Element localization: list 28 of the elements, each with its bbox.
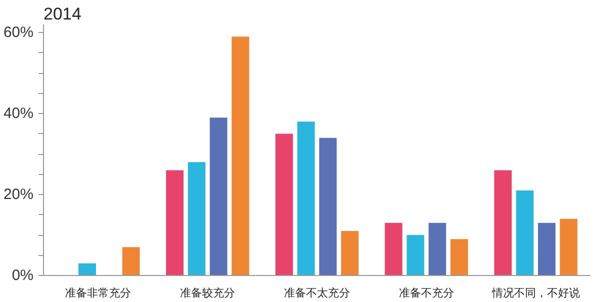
y-tick-label: 20% xyxy=(3,186,34,204)
bar xyxy=(560,218,578,276)
bar xyxy=(384,222,402,276)
y-tick-label: 0% xyxy=(12,267,34,284)
bar xyxy=(516,190,534,276)
x-tick-label: 准备不太充分 xyxy=(284,286,350,300)
chart-title: 2014 xyxy=(44,4,82,24)
x-tick-label: 情况不同，不好说 xyxy=(490,286,580,300)
bar xyxy=(494,170,512,276)
x-tick-label: 准备不充分 xyxy=(398,286,454,300)
bar xyxy=(122,247,140,276)
bar xyxy=(275,134,293,276)
bar xyxy=(166,170,184,276)
x-tick-label: 准备较充分 xyxy=(180,286,236,300)
bar xyxy=(232,36,250,276)
bar xyxy=(78,263,96,276)
y-tick-label: 40% xyxy=(3,105,34,122)
x-tick-label: 准备非常充分 xyxy=(65,286,132,300)
bar xyxy=(450,239,468,276)
bar xyxy=(319,138,337,276)
bar xyxy=(297,122,315,276)
bar xyxy=(341,230,359,276)
bar xyxy=(188,162,206,276)
bar xyxy=(538,222,556,276)
bar xyxy=(210,118,228,276)
bar xyxy=(406,235,424,276)
y-tick-label: 60% xyxy=(3,24,34,42)
bar xyxy=(428,222,446,276)
